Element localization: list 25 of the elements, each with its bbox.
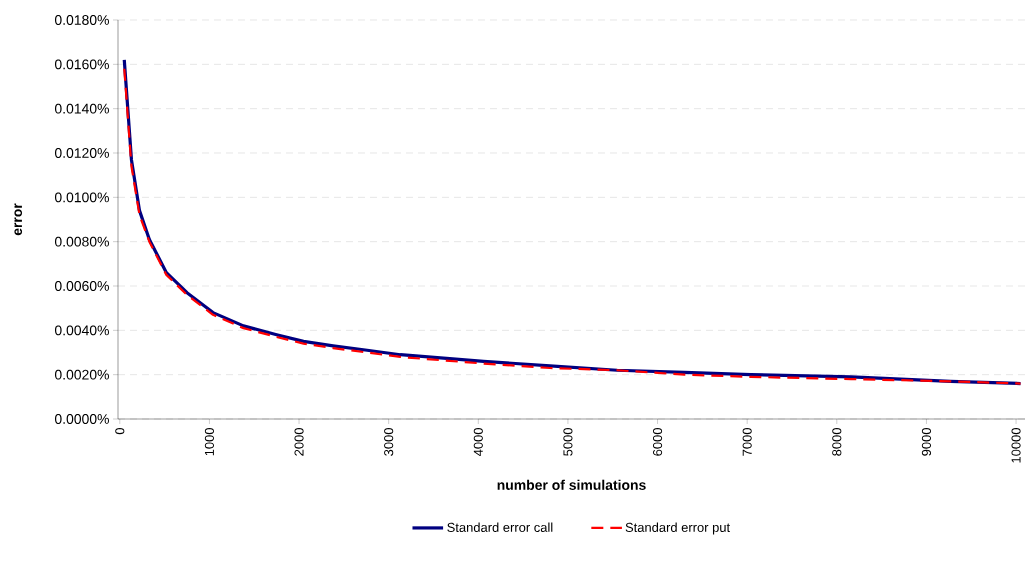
x-tick-label: 10000 [1011, 428, 1021, 463]
y-tick-label: 0.0180% [54, 15, 109, 25]
legend-label: Standard error put [625, 522, 731, 535]
y-tick-label: 0.0060% [54, 281, 109, 291]
y-axis-title: error [14, 203, 23, 236]
x-tick-label: 5000 [563, 428, 573, 456]
y-tick-label: 0.0160% [54, 59, 109, 70]
x-tick-label: 0 [115, 428, 125, 435]
legend-label: Standard error call [447, 522, 553, 532]
x-tick-label: 7000 [742, 428, 752, 456]
x-axis-title: number of simulations [497, 479, 646, 490]
y-tick-label: 0.0020% [54, 369, 109, 380]
y-tick-label: 0.0040% [54, 325, 109, 336]
y-tick-label: 0.0140% [54, 103, 109, 114]
y-tick-label: 0.0120% [54, 148, 109, 158]
x-tick-label: 9000 [921, 428, 932, 456]
y-tick-label: 0.0080% [54, 236, 109, 247]
x-tick-label: 1000 [204, 428, 214, 456]
x-tick-label: 6000 [652, 428, 663, 456]
y-tick-label: 0.0000% [54, 414, 109, 424]
x-tick-label: 3000 [384, 428, 394, 456]
x-tick-label: 2000 [294, 428, 304, 456]
x-tick-label: 4000 [473, 428, 483, 457]
x-tick-label: 8000 [832, 428, 842, 456]
y-tick-label: 0.0100% [54, 192, 109, 203]
